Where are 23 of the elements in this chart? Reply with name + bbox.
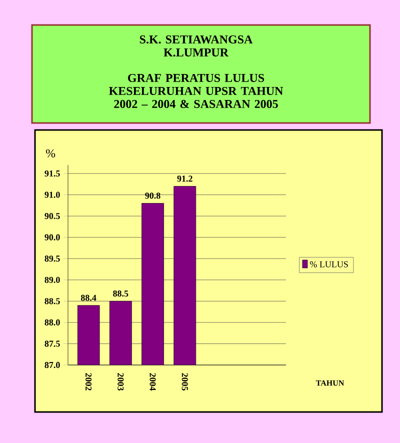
data-label: 91.2 <box>177 176 192 182</box>
y-axis-title: % <box>46 149 56 158</box>
data-label: 88.4 <box>80 294 96 301</box>
data-label: 88.5 <box>113 290 128 297</box>
y-tick-label: 91.0 <box>44 192 60 198</box>
y-tick-label: 90.5 <box>44 213 60 220</box>
y-tick-label: 90.0 <box>44 234 60 240</box>
x-tick-label: 2002 <box>86 373 92 390</box>
legend-label: % LULUS <box>310 261 348 268</box>
text: TAHUN <box>316 380 344 386</box>
y-tick-label: 87.0 <box>44 362 60 368</box>
y-tick-label: 89.0 <box>44 276 60 283</box>
x-tick-label: 2005 <box>182 373 188 390</box>
chart-title: S.K. SETIAWANGSA K.LUMPUR <box>140 35 253 57</box>
data-label: 90.8 <box>145 192 160 199</box>
y-tick-label: 91.5 <box>44 170 60 177</box>
x-tick-label: 2003 <box>118 373 124 390</box>
y-tick-label: 88.0 <box>44 319 60 326</box>
y-tick-label: 88.5 <box>44 298 60 304</box>
y-tick-label: 87.5 <box>44 340 60 347</box>
x-tick-label: 2004 <box>150 373 156 391</box>
chart-subtitle: GRAF PERATUS LULUS KESELURUHAN UPSR TAHUN 2002 – 2004 & SASARAN 2005 <box>108 74 284 108</box>
y-tick-label: 89.5 <box>44 256 60 262</box>
